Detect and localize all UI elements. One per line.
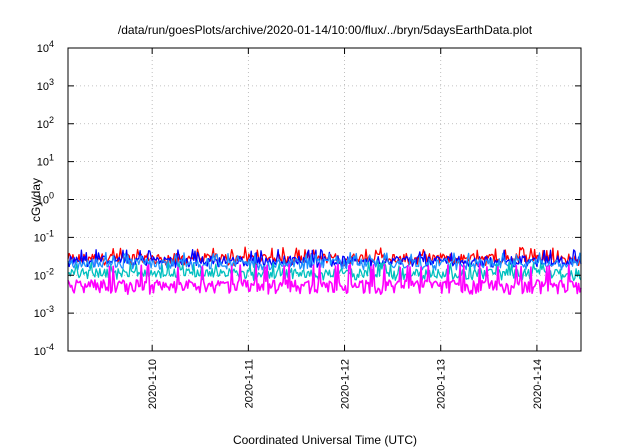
y-tick-label-exponent: -2 (46, 266, 54, 276)
y-tick-label-exponent: 4 (49, 39, 54, 49)
y-tick-label: 101 (37, 153, 54, 169)
y-tick-label: 10-3 (34, 304, 54, 320)
y-tick-label: 10-1 (34, 228, 54, 244)
y-tick-label-base: 10 (34, 270, 46, 282)
y-axis-label: cGy/day (29, 178, 43, 222)
series-line (67, 248, 582, 268)
y-tick-label-exponent: 3 (49, 77, 54, 87)
y-tick-label-exponent: -1 (46, 228, 54, 238)
y-tick-label: 10-4 (34, 342, 54, 358)
y-tick-label-exponent: 1 (49, 153, 54, 163)
y-tick-label: 100 (37, 191, 54, 207)
y-tick-label: 104 (37, 39, 54, 55)
chart-title: /data/run/goesPlots/archive/2020-01-14/1… (118, 23, 533, 37)
y-tick-label-base: 10 (37, 81, 49, 93)
x-axis-label: Coordinated Universal Time (UTC) (233, 433, 417, 447)
y-tick-label-exponent: 2 (49, 115, 54, 125)
y-tick-label: 10-2 (34, 266, 54, 282)
series-line (67, 261, 582, 282)
ticks: 10-410-310-210-11001011021031042020-1-10… (34, 39, 581, 409)
y-tick-label-exponent: -3 (46, 304, 54, 314)
x-tick-label: 2020-1-12 (340, 359, 352, 409)
y-tick-label-base: 10 (37, 157, 49, 169)
y-tick-label-base: 10 (37, 119, 49, 131)
x-tick-label: 2020-1-10 (147, 359, 159, 409)
y-tick-label-base: 10 (34, 232, 46, 244)
x-tick-label: 2020-1-14 (532, 359, 544, 409)
y-tick-label-base: 10 (34, 346, 46, 358)
y-tick-label-exponent: -4 (46, 342, 54, 352)
series-line (67, 263, 582, 295)
y-tick-label-exponent: 0 (49, 191, 54, 201)
y-tick-label: 102 (37, 115, 54, 131)
x-tick-label: 2020-1-11 (243, 359, 255, 408)
y-tick-label-base: 10 (37, 195, 49, 207)
x-tick-label: 2020-1-13 (436, 359, 448, 409)
series-layer (67, 246, 582, 295)
y-tick-label-base: 10 (37, 43, 49, 55)
y-tick-label-base: 10 (34, 308, 46, 320)
y-tick-label: 103 (37, 77, 54, 93)
series-line (67, 251, 582, 271)
